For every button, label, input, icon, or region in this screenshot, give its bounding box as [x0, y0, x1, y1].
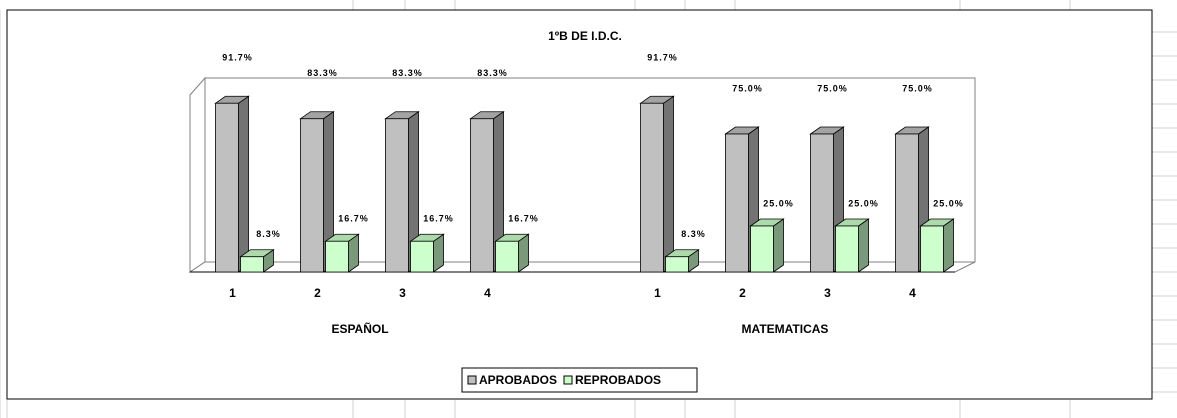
bar [299, 110, 335, 273]
legend-swatch [563, 375, 573, 385]
bar-face [470, 118, 494, 273]
bar-face [215, 102, 239, 273]
data-label: 91.7% [647, 53, 678, 63]
data-label: 8.3% [681, 229, 706, 239]
group-label: MATEMATICAS [742, 322, 829, 336]
x-tick-label: 1 [229, 286, 236, 300]
data-label: 83.3% [307, 68, 338, 78]
bar-face [665, 256, 689, 273]
bar [239, 248, 275, 273]
data-label: 75.0% [817, 83, 848, 93]
data-label: 75.0% [732, 83, 763, 93]
data-label: 83.3% [392, 68, 423, 78]
legend-label: REPROBADOS [575, 373, 661, 387]
bar [494, 233, 530, 273]
bar-face [325, 240, 349, 273]
bar [724, 126, 760, 273]
x-tick-label: 2 [314, 286, 321, 300]
legend-box [461, 367, 698, 393]
bar-face [810, 133, 834, 273]
bar-face [750, 225, 774, 273]
x-tick-label: 1 [654, 286, 661, 300]
bar-face [238, 95, 249, 273]
x-tick-label: 3 [399, 286, 406, 300]
bar [919, 218, 955, 273]
side-wall [189, 76, 206, 273]
bar-face [495, 240, 519, 273]
data-label: 91.7% [222, 53, 253, 63]
data-label: 25.0% [848, 198, 879, 208]
bar-face [835, 225, 859, 273]
bar-face [300, 118, 324, 273]
bar-face [943, 218, 954, 273]
group-label: ESPAÑOL [331, 321, 388, 336]
chart-title: 1ºB DE I.D.C. [548, 29, 622, 43]
x-tick-label: 3 [824, 286, 831, 300]
data-label: 16.7% [338, 214, 369, 224]
data-label: 75.0% [902, 83, 933, 93]
bar [214, 95, 250, 273]
data-label: 8.3% [256, 229, 281, 239]
bar-face [920, 225, 944, 273]
x-tick-label: 4 [909, 286, 916, 300]
x-tick-label: 4 [484, 286, 491, 300]
data-label: 83.3% [477, 68, 508, 78]
bar-face [895, 133, 919, 273]
bar-face [773, 218, 784, 273]
x-tick-label: 2 [739, 286, 746, 300]
bar [749, 218, 785, 273]
bar-face [663, 95, 674, 273]
bar [324, 233, 360, 273]
data-label: 16.7% [423, 214, 454, 224]
data-label: 16.7% [508, 214, 539, 224]
bar [834, 218, 870, 273]
data-label: 25.0% [933, 198, 964, 208]
bar [469, 110, 505, 273]
data-label: 25.0% [763, 198, 794, 208]
bar [384, 110, 420, 273]
legend-swatch [467, 375, 477, 385]
bar [639, 95, 675, 273]
bar-face [725, 133, 749, 273]
bar-face [410, 240, 434, 273]
bar [664, 248, 700, 273]
bar-face [240, 256, 264, 273]
bar-face [385, 118, 409, 273]
bar [409, 233, 445, 273]
bar-face [858, 218, 869, 273]
legend-label: APROBADOS [479, 373, 557, 387]
bar-face [640, 102, 664, 273]
